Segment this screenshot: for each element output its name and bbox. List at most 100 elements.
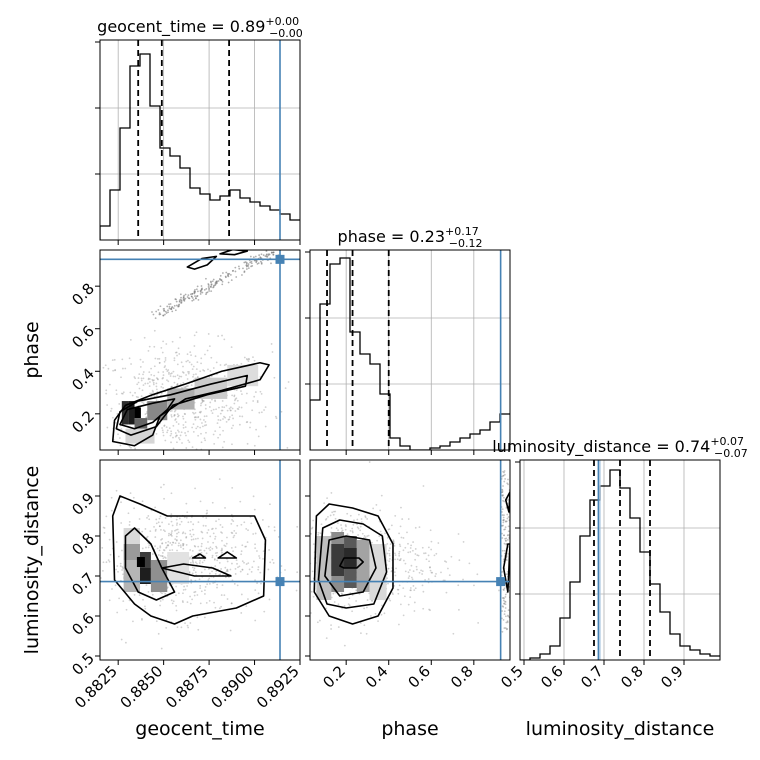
sample-point xyxy=(212,433,215,436)
sample-point xyxy=(246,541,249,544)
sample-point xyxy=(165,426,168,429)
sample-point xyxy=(217,415,219,418)
sample-point xyxy=(310,612,312,614)
sample-point xyxy=(221,280,224,283)
sample-point xyxy=(214,535,217,538)
sample-point xyxy=(219,274,222,277)
sample-point xyxy=(107,559,110,562)
sample-point xyxy=(176,626,179,629)
sample-point xyxy=(254,255,257,258)
sample-point xyxy=(114,584,117,587)
sample-point xyxy=(200,551,203,554)
sample-point xyxy=(227,418,230,421)
sample-point xyxy=(379,530,382,533)
sample-point xyxy=(212,532,215,535)
sample-point xyxy=(215,361,218,364)
sample-point xyxy=(397,588,400,591)
sample-point xyxy=(181,442,183,444)
sample-point xyxy=(194,590,197,593)
sample-point xyxy=(398,584,401,587)
sample-point xyxy=(92,597,94,599)
sample-point xyxy=(137,381,140,384)
sample-point xyxy=(127,512,130,515)
sample-point xyxy=(56,372,58,374)
sample-point xyxy=(172,375,175,378)
sample-point xyxy=(216,551,219,554)
sample-point xyxy=(268,253,271,256)
sample-point xyxy=(219,412,222,415)
sample-point xyxy=(193,416,196,419)
sample-point xyxy=(171,602,174,605)
sample-point xyxy=(203,400,205,402)
sample-point xyxy=(457,608,460,611)
sample-point xyxy=(413,610,416,612)
sample-point xyxy=(245,421,248,424)
sample-point xyxy=(303,609,305,611)
sample-point xyxy=(175,300,178,303)
sample-point xyxy=(330,624,332,627)
sample-point xyxy=(67,515,69,517)
sample-point xyxy=(217,518,220,521)
sample-point xyxy=(252,356,254,359)
sample-point xyxy=(167,369,170,371)
sample-point xyxy=(200,357,203,360)
sample-point xyxy=(501,617,503,620)
sample-point xyxy=(290,578,292,580)
sample-point xyxy=(238,565,241,568)
sample-point xyxy=(211,527,214,530)
sample-point xyxy=(213,601,215,604)
sample-point xyxy=(218,561,221,564)
sample-point xyxy=(238,406,241,409)
sample-point xyxy=(160,392,163,395)
sample-point xyxy=(256,582,259,584)
sample-point xyxy=(162,314,165,317)
sample-point xyxy=(306,546,308,548)
sample-point xyxy=(346,533,349,536)
sample-point xyxy=(49,524,51,526)
sample-point xyxy=(229,409,232,412)
sample-point xyxy=(505,537,508,540)
sample-point xyxy=(168,307,171,310)
sample-point xyxy=(161,592,163,595)
sample-point xyxy=(176,363,179,366)
sample-point xyxy=(194,297,197,299)
sample-point xyxy=(170,599,173,602)
sample-point xyxy=(240,362,243,365)
sample-point xyxy=(305,547,307,549)
sample-point xyxy=(207,568,210,570)
sample-point xyxy=(122,600,125,603)
hist-panel-phase: phase = 0.23+0.17 −0.12 xyxy=(305,225,511,455)
sample-point xyxy=(326,497,328,500)
sample-point xyxy=(402,537,405,539)
sample-point xyxy=(213,456,215,458)
sample-point xyxy=(191,549,194,552)
sample-point xyxy=(169,533,172,536)
sample-point xyxy=(192,533,195,536)
sample-point xyxy=(177,531,180,534)
sample-point xyxy=(185,447,188,449)
sample-point xyxy=(306,559,308,561)
density-cell xyxy=(140,552,151,568)
truth-marker xyxy=(275,577,285,587)
sample-point xyxy=(182,592,184,595)
sample-point xyxy=(506,517,509,520)
sample-point xyxy=(421,584,424,587)
sample-point xyxy=(89,402,91,404)
sample-point xyxy=(239,500,242,503)
sample-point xyxy=(219,364,222,366)
sample-point xyxy=(205,601,208,604)
sample-point xyxy=(105,561,108,564)
sample-point xyxy=(502,596,505,599)
sample-point xyxy=(408,569,411,571)
sample-point xyxy=(151,593,154,596)
sample-point xyxy=(348,597,351,600)
sample-point xyxy=(165,547,167,549)
sample-point xyxy=(164,359,167,361)
sample-point xyxy=(134,377,137,380)
sample-point xyxy=(146,382,149,385)
sample-point xyxy=(502,470,504,473)
sample-point xyxy=(272,251,275,254)
sample-point xyxy=(203,549,206,552)
sample-point xyxy=(329,514,332,517)
